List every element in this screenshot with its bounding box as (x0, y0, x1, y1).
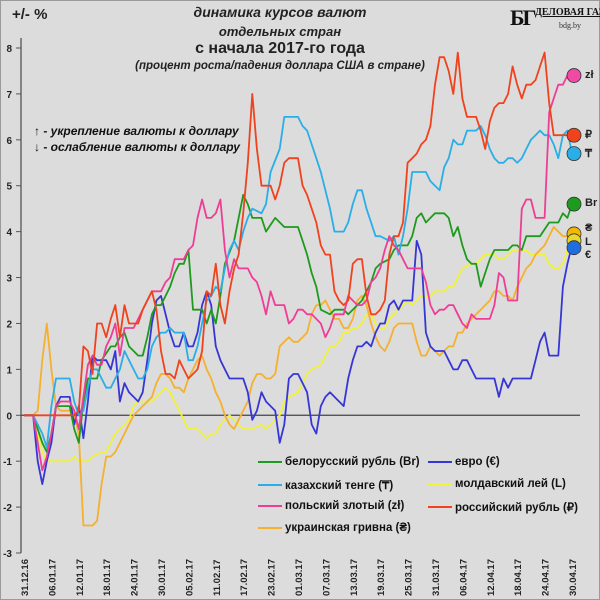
legend-label: евро (€) (455, 456, 500, 468)
x-tick-label: 12.01.17 (75, 559, 86, 596)
series-line (24, 74, 572, 472)
y-tick-label: 4 (6, 228, 12, 239)
legend-swatch (428, 483, 452, 485)
logo-mark: БГ (510, 5, 537, 30)
legend-swatch (428, 506, 452, 508)
legend-item: украинская гривна (₴) (258, 522, 411, 534)
legend-label: украинская гривна (₴) (285, 522, 411, 534)
end-marker (566, 127, 582, 143)
chart-title-line2: отдельных стран (218, 24, 342, 39)
logo-url: bdg.by (559, 21, 581, 30)
y-axis-unit: +/- % (12, 6, 48, 23)
end-label: ₸ (585, 147, 592, 160)
x-tick-label: 06.01.17 (47, 559, 58, 596)
y-tick-label: 8 (6, 44, 12, 55)
chart-title-line3: с начала 2017-го года (195, 40, 365, 57)
x-tick-label: 12.04.17 (486, 559, 497, 596)
note-strengthening: ↑ - укрепление валюты к доллару (34, 124, 239, 138)
x-tick-label: 19.03.17 (376, 559, 387, 596)
x-tick-label: 17.02.17 (239, 559, 250, 596)
y-tick-label: 2 (6, 319, 12, 330)
x-tick-label: 18.04.17 (513, 559, 524, 596)
x-tick-label: 24.04.17 (541, 559, 552, 596)
end-label: Br (585, 197, 598, 210)
y-tick-label: 3 (6, 274, 12, 285)
legend-label: молдавский лей (L) (455, 478, 566, 490)
y-tick-label: 6 (6, 136, 12, 147)
x-tick-label: 05.02.17 (184, 559, 195, 596)
end-marker (566, 196, 582, 212)
series-layer (24, 51, 573, 527)
legend-label: российский рубль (₽) (455, 502, 578, 514)
legend-swatch (428, 461, 452, 463)
x-tick-label: 13.03.17 (349, 559, 360, 596)
end-label: € (585, 248, 592, 261)
x-tick-label: 25.03.17 (404, 559, 415, 596)
series-line (24, 51, 572, 417)
legend-swatch (258, 461, 282, 463)
end-marker (566, 240, 582, 256)
end-markers (566, 68, 582, 256)
series-line (24, 240, 573, 463)
x-tick-label: 18.01.17 (102, 559, 113, 596)
y-tick-label: -2 (3, 503, 12, 514)
y-tick-label: 1 (6, 365, 12, 376)
x-tick-label: 24.01.17 (130, 559, 141, 596)
series-line (24, 116, 573, 449)
series-line (24, 239, 573, 485)
x-tick-label: 30.04.17 (568, 559, 579, 596)
y-tick-label: 5 (6, 182, 12, 193)
publisher-logo: БГ ДЕЛОВАЯ ГАЗЕТА bdg.by (507, 2, 600, 32)
x-tick-label: 07.03.17 (321, 559, 332, 596)
legend-item: российский рубль (₽) (428, 500, 578, 514)
legend-swatch (258, 505, 282, 507)
legend-item: польский злотый (zł) (258, 500, 404, 512)
series-line (24, 194, 573, 453)
logo-name: ДЕЛОВАЯ ГАЗЕТА (535, 7, 600, 18)
y-tick-label: -3 (3, 549, 12, 560)
end-label: ₽ (585, 129, 592, 142)
note-weakening: ↓ - ослабление валюты к доллару (34, 140, 240, 154)
legend-item: евро (€) (428, 456, 500, 468)
chart-title-line1: динамика курсов валют (193, 4, 367, 20)
end-label: ₴ (585, 221, 593, 234)
legend-label: польский злотый (zł) (285, 500, 405, 512)
x-tick-label: 01.03.17 (294, 559, 305, 596)
end-label: L (585, 235, 592, 248)
y-tick-label: 7 (6, 90, 12, 101)
x-tick-label: 23.02.17 (267, 559, 278, 596)
y-tick-label: 0 (6, 411, 12, 422)
legend-label: казахский тенге (₸) (285, 480, 394, 492)
legend-item: молдавский лей (L) (428, 478, 566, 490)
x-tick-label: 30.01.17 (157, 559, 168, 596)
y-tick-label: -1 (3, 457, 12, 468)
legend-label: белорусский рубль (Br) (285, 456, 420, 468)
x-tick-label: 31.12.16 (20, 559, 31, 596)
end-marker (566, 146, 582, 161)
series-line (24, 226, 572, 527)
x-tick-label: 06.04.17 (458, 559, 469, 596)
end-marker (566, 68, 582, 83)
legend-swatch (258, 527, 282, 529)
legend-item: белорусский рубль (Br) (258, 456, 420, 468)
chart-subtitle: (процент роста/падения доллара США в стр… (135, 60, 425, 72)
axes: -3 -2 -1 0 1 2 3 4 5 6 7 8 31.12.16 06.01.17 12.01.17 1… (3, 38, 580, 596)
legend-item: казахский тенге (₸) (258, 478, 393, 492)
x-tick-label: 31.03.17 (431, 559, 442, 596)
legend-swatch (258, 484, 282, 486)
end-label: zł (585, 68, 594, 81)
x-tick-label: 11.02.17 (212, 560, 223, 596)
